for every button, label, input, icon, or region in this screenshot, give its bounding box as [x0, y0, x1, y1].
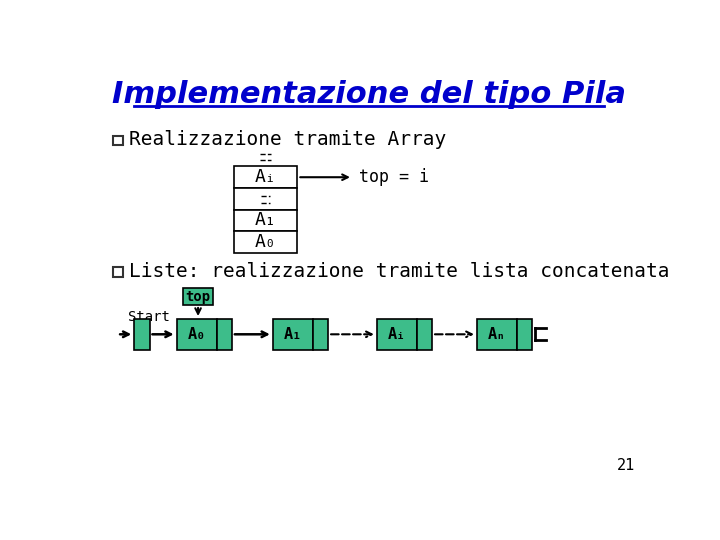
Bar — [113, 267, 122, 276]
Bar — [217, 319, 232, 350]
Text: Aₙ: Aₙ — [487, 327, 506, 342]
Text: A₁: A₁ — [255, 211, 276, 230]
Text: Start: Start — [128, 310, 170, 325]
Text: A₁: A₁ — [284, 327, 302, 342]
Text: A₀: A₀ — [187, 327, 206, 342]
Text: Liste: realizzazione tramite lista concatenata: Liste: realizzazione tramite lista conca… — [129, 262, 670, 281]
Bar — [477, 319, 517, 350]
Bar — [517, 319, 532, 350]
Text: Aᵢ: Aᵢ — [387, 327, 406, 342]
Text: Implementazione del tipo Pila: Implementazione del tipo Pila — [112, 79, 626, 109]
Bar — [176, 319, 217, 350]
Text: A₀: A₀ — [255, 233, 276, 251]
Bar — [417, 319, 432, 350]
Bar — [377, 319, 417, 350]
Bar — [234, 210, 297, 231]
Bar — [184, 288, 212, 305]
Bar — [113, 136, 122, 145]
Text: top: top — [186, 289, 211, 303]
Text: Aᵢ: Aᵢ — [255, 168, 276, 186]
Bar — [312, 319, 328, 350]
Text: 21: 21 — [616, 458, 634, 473]
Text: Realizzazione tramite Array: Realizzazione tramite Array — [129, 130, 446, 149]
Text: top = i: top = i — [359, 168, 429, 186]
Bar — [234, 231, 297, 253]
Bar — [273, 319, 312, 350]
Bar — [234, 166, 297, 188]
Bar — [134, 319, 150, 350]
Bar — [234, 188, 297, 210]
